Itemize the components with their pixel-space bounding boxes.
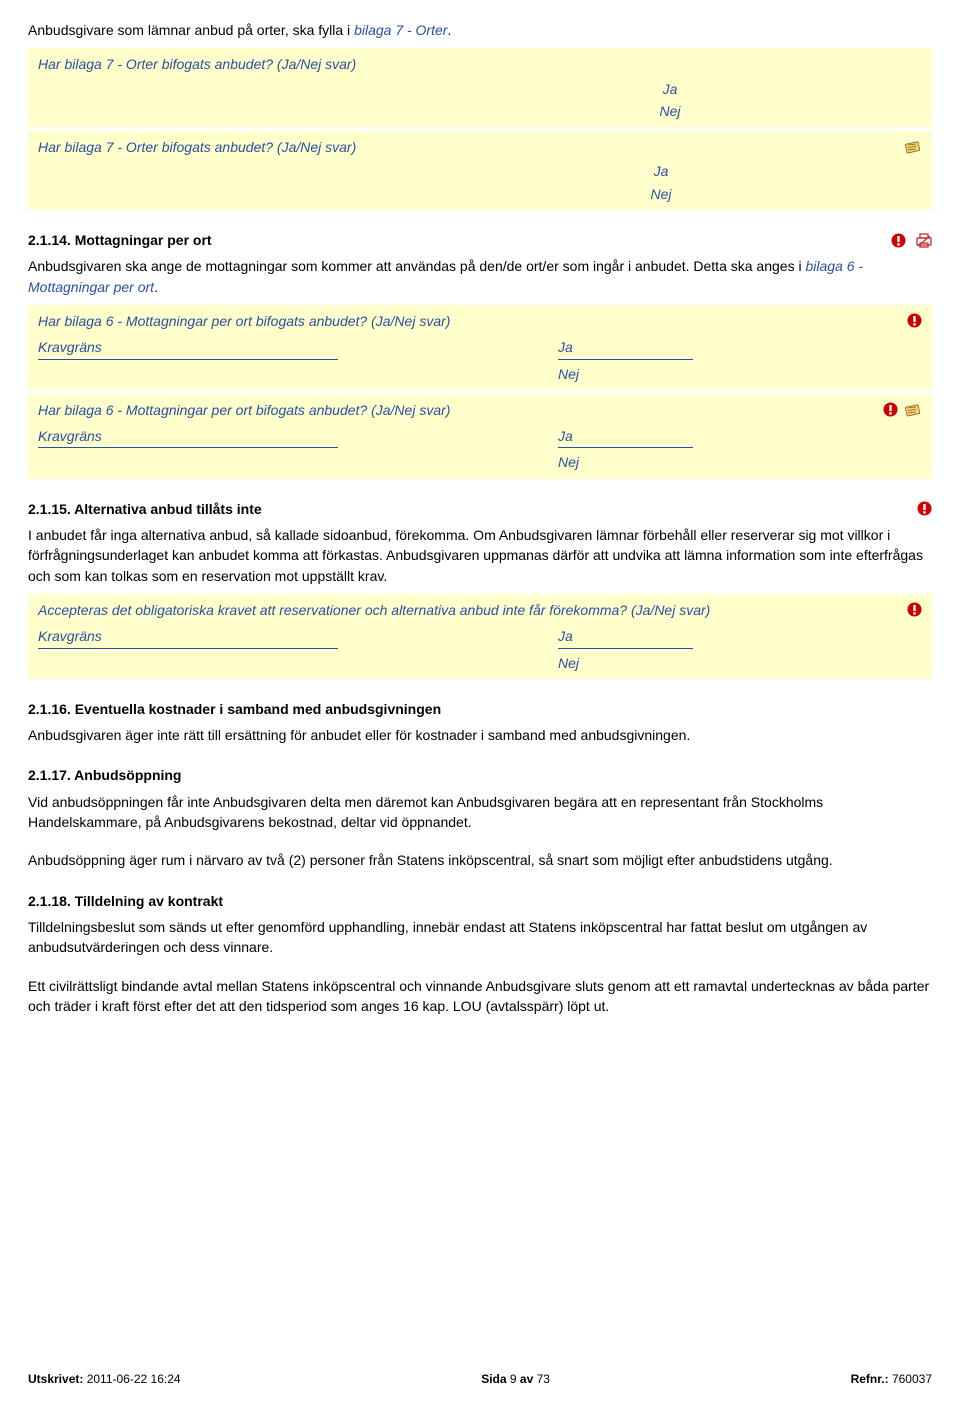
section-2-1-17: 2.1.17. Anbudsöppning Vid anbudsöppninge… [28, 765, 932, 870]
alert-icon [917, 501, 932, 516]
answer-nej: Nej [558, 364, 907, 384]
answer-nej: Nej [418, 184, 904, 204]
body-text: I anbudet får inga alternativa anbud, så… [28, 525, 932, 586]
question-text: Har bilaga 7 - Orter bifogats anbudet? (… [38, 54, 922, 74]
section-2-1-15: 2.1.15. Alternativa anbud tillåts inte I… [28, 499, 932, 679]
value: 2011-06-22 16:24 [83, 1372, 180, 1386]
alert-icon [907, 313, 922, 328]
heading-text: 2.1.14. Mottagningar per ort [28, 230, 212, 250]
answer-ja: Ja [558, 426, 693, 448]
section-heading: 2.1.18. Tilldelning av kontrakt [28, 891, 932, 911]
value: 760037 [889, 1372, 932, 1386]
section-2-1-16: 2.1.16. Eventuella kostnader i samband m… [28, 699, 932, 746]
reference-link: bilaga 7 - Orter [354, 22, 447, 38]
text: . [447, 22, 451, 38]
print-disabled-icon [916, 233, 932, 248]
question-block: Har bilaga 6 - Mottagningar per ort bifo… [28, 305, 932, 390]
question-text: Har bilaga 6 - Mottagningar per ort bifo… [38, 400, 883, 420]
answer-ja: Ja [418, 161, 904, 181]
body-text: Anbudsgivaren äger inte rätt till ersätt… [28, 725, 932, 745]
question-text: Accepteras det obligatoriska kravet att … [38, 600, 907, 620]
body-text: Anbudsgivare som lämnar anbud på orter, … [28, 20, 932, 40]
heading-text: 2.1.15. Alternativa anbud tillåts inte [28, 499, 262, 519]
kravgrans-label: Kravgräns [38, 337, 338, 359]
answer-nej: Nej [418, 101, 922, 121]
answer-nej: Nej [558, 653, 907, 673]
label: Refnr.: [851, 1372, 889, 1386]
section-orter: Anbudsgivare som lämnar anbud på orter, … [28, 20, 932, 210]
section-2-1-14: 2.1.14. Mottagningar per ort Anbudsgivar… [28, 230, 932, 479]
note-icon [904, 139, 922, 153]
label: av [517, 1372, 537, 1386]
paragraph: Ett civilrättsligt bindande avtal mellan… [28, 976, 932, 1017]
text: Anbudsgivare som lämnar anbud på orter, … [28, 22, 354, 38]
page-footer: Utskrivet: 2011-06-22 16:24 Sida 9 av 73… [28, 1371, 932, 1388]
paragraph: Vid anbudsöppningen får inte Anbudsgivar… [28, 792, 932, 833]
section-heading: 2.1.15. Alternativa anbud tillåts inte [28, 499, 932, 519]
label: Utskrivet: [28, 1372, 83, 1386]
question-block: Har bilaga 7 - Orter bifogats anbudet? (… [28, 131, 932, 210]
answer-ja: Ja [418, 79, 922, 99]
footer-page: Sida 9 av 73 [481, 1371, 550, 1388]
section-heading: 2.1.14. Mottagningar per ort [28, 230, 932, 250]
footer-printed: Utskrivet: 2011-06-22 16:24 [28, 1371, 181, 1388]
question-block: Har bilaga 6 - Mottagningar per ort bifo… [28, 394, 932, 479]
heading-text: 2.1.17. Anbudsöppning [28, 765, 182, 785]
body-text: Vid anbudsöppningen får inte Anbudsgivar… [28, 792, 932, 871]
alert-icon [907, 602, 922, 617]
section-heading: 2.1.16. Eventuella kostnader i samband m… [28, 699, 932, 719]
text: Anbudsgivaren ska ange de mottagningar s… [28, 258, 805, 274]
section-2-1-18: 2.1.18. Tilldelning av kontrakt Tilldeln… [28, 891, 932, 1016]
page-total: 73 [537, 1372, 550, 1386]
alert-icon [891, 233, 906, 248]
kravgrans-label: Kravgräns [38, 426, 338, 448]
label: Sida [481, 1372, 510, 1386]
note-icon [904, 402, 922, 416]
body-text: Anbudsgivaren ska ange de mottagningar s… [28, 256, 932, 297]
question-text: Har bilaga 7 - Orter bifogats anbudet? (… [38, 137, 904, 157]
heading-text: 2.1.18. Tilldelning av kontrakt [28, 891, 223, 911]
alert-icon [883, 402, 898, 417]
text: . [154, 279, 158, 295]
body-text: Tilldelningsbeslut som sänds ut efter ge… [28, 917, 932, 1016]
kravgrans-label: Kravgräns [38, 626, 338, 648]
question-text: Har bilaga 6 - Mottagningar per ort bifo… [38, 311, 907, 331]
answer-ja: Ja [558, 626, 693, 648]
heading-text: 2.1.16. Eventuella kostnader i samband m… [28, 699, 441, 719]
answer-ja: Ja [558, 337, 693, 359]
section-heading: 2.1.17. Anbudsöppning [28, 765, 932, 785]
paragraph: Tilldelningsbeslut som sänds ut efter ge… [28, 917, 932, 958]
footer-ref: Refnr.: 760037 [851, 1371, 932, 1388]
paragraph: Anbudsöppning äger rum i närvaro av två … [28, 850, 932, 870]
answer-nej: Nej [558, 452, 883, 472]
question-block: Accepteras det obligatoriska kravet att … [28, 594, 932, 679]
question-block: Har bilaga 7 - Orter bifogats anbudet? (… [28, 48, 932, 127]
page-current: 9 [510, 1372, 517, 1386]
